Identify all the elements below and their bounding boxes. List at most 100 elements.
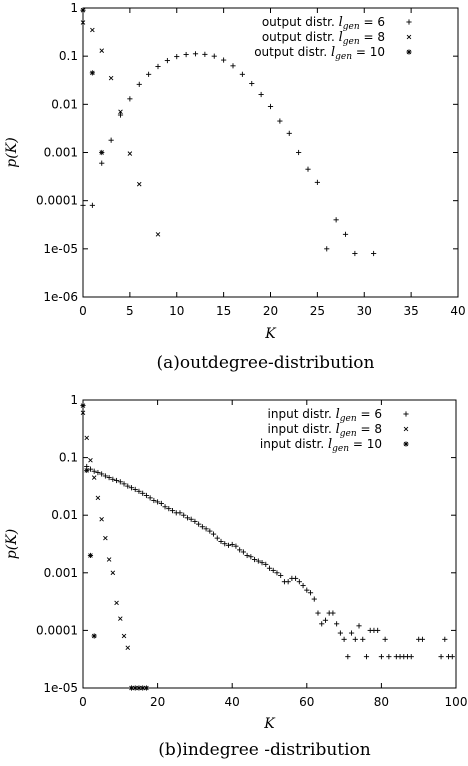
data-point [110, 476, 116, 482]
data-point [267, 103, 274, 110]
data-point [158, 500, 164, 507]
data-point [99, 160, 105, 166]
legend-entry: input distr. lgen = 6 [268, 407, 382, 424]
data-point [162, 504, 168, 510]
data-point [166, 506, 172, 512]
data-point [117, 479, 123, 485]
data-point [110, 570, 116, 576]
data-point [278, 572, 284, 579]
data-point [315, 610, 321, 616]
data-point [118, 109, 123, 115]
data-point [244, 552, 250, 559]
data-point [293, 575, 299, 581]
data-point [136, 488, 142, 494]
data-point [371, 250, 377, 257]
data-point [211, 53, 217, 59]
y-tick-label: 0.001 [44, 566, 78, 580]
x-tick-label: 0 [79, 304, 87, 318]
legend-entry: input distr. lgen = 8 [268, 422, 382, 439]
data-point [188, 516, 194, 522]
data-point [360, 636, 366, 642]
data-point [249, 80, 255, 87]
data-point [114, 600, 119, 606]
data-point [237, 547, 243, 553]
legend-marker [406, 19, 412, 25]
chart-caption: (a)outdegree-distribution [157, 353, 375, 373]
data-point [334, 621, 340, 627]
series-0 [84, 463, 455, 660]
y-tick-label: 1e-05 [43, 681, 78, 695]
data-point [255, 558, 261, 564]
data-point [277, 118, 283, 124]
data-point [419, 636, 426, 642]
series-2 [80, 402, 150, 691]
data-point [285, 579, 291, 585]
data-point [214, 535, 220, 541]
x-tick-label: 5 [126, 304, 134, 318]
data-point [113, 477, 120, 484]
data-point [311, 596, 317, 602]
chart-panel-1: 0 20 40 60 80 100 1 0.1 0.01 0.001 0.0001 1e-05 Kp(K… [4, 393, 467, 760]
data-point [136, 181, 142, 187]
data-point [117, 112, 124, 118]
data-point [89, 70, 95, 76]
legend-entry: output distr. lgen = 6 [262, 15, 385, 32]
data-point [274, 570, 280, 576]
data-point [106, 557, 112, 562]
data-point [266, 565, 273, 571]
data-point [229, 541, 235, 548]
data-point [164, 57, 170, 64]
data-point [222, 541, 228, 547]
data-point [192, 51, 199, 57]
data-point [330, 610, 336, 616]
legend-marker [406, 34, 412, 40]
data-point [322, 617, 329, 623]
legend-marker [406, 49, 412, 55]
data-point [352, 250, 358, 257]
x-tick-label: 20 [150, 695, 165, 709]
data-point [87, 466, 94, 472]
data-point [95, 469, 101, 476]
y-tick-label: 0.1 [59, 49, 78, 63]
data-point [408, 654, 414, 660]
data-point [382, 636, 388, 642]
data-point [132, 486, 138, 493]
data-point [89, 202, 95, 208]
data-point [99, 516, 104, 522]
data-point [155, 232, 161, 237]
data-point [207, 528, 213, 534]
data-point [319, 621, 325, 627]
data-point [442, 636, 448, 642]
data-point [352, 636, 358, 642]
data-point [174, 53, 180, 60]
chart-panel-0: 0 5 10 15 20 25 30 35 40 1 0.1 0.01 0.001 0.0001 1e-05… [4, 1, 466, 373]
data-point [192, 518, 198, 525]
y-tick-label: 0.01 [51, 97, 78, 111]
data-point [102, 473, 108, 479]
series-1 [80, 20, 161, 237]
data-point [202, 51, 208, 57]
data-point [140, 685, 146, 691]
data-point [99, 48, 105, 53]
data-point [181, 512, 187, 518]
data-point [259, 560, 265, 566]
data-point [121, 633, 127, 639]
data-point [177, 510, 183, 516]
data-point [286, 130, 292, 136]
x-tick-label: 80 [374, 695, 389, 709]
data-point [103, 535, 108, 541]
series-1 [80, 410, 131, 651]
data-point [239, 71, 245, 77]
data-point [136, 81, 142, 87]
data-point [155, 499, 161, 505]
x-tick-label: 100 [445, 695, 468, 709]
data-point [307, 590, 314, 596]
y-tick-label: 0.01 [51, 508, 78, 522]
data-point [127, 151, 133, 156]
data-point [314, 179, 320, 185]
data-point [345, 654, 351, 660]
x-axis-label: K [264, 326, 277, 342]
data-point [342, 231, 349, 237]
data-point [263, 561, 269, 567]
data-point [230, 63, 236, 69]
